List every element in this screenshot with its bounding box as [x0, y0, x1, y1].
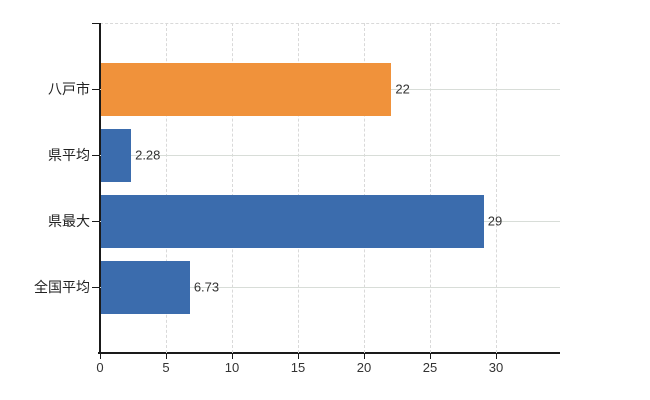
x-tick-label: 15 [290, 360, 306, 375]
bar-value-label: 29 [487, 213, 503, 229]
y-axis-tick [92, 221, 100, 222]
x-axis-tick [165, 354, 167, 359]
x-gridline [297, 23, 299, 353]
x-gridline [165, 23, 167, 353]
category-label: 全国平均 [34, 279, 90, 295]
bar-1 [101, 62, 392, 116]
x-tick-label: 10 [224, 360, 240, 375]
category-gridline [100, 286, 560, 288]
category-label: 県平均 [48, 147, 90, 163]
category-label: 八戸市 [48, 81, 90, 97]
x-gridline [231, 23, 233, 353]
plot-top-border [100, 23, 560, 24]
x-tick-label: 20 [356, 360, 372, 375]
x-axis-tick [231, 354, 233, 359]
x-axis-tick [429, 354, 431, 359]
bar-3 [101, 194, 484, 248]
bar-value-label: 2.28 [135, 147, 161, 163]
y-axis-tick [92, 287, 100, 288]
category-label: 県最大 [48, 213, 90, 229]
y-axis-top-tick [92, 23, 100, 24]
x-gridline [429, 23, 431, 353]
bar-value-label: 6.73 [193, 279, 220, 295]
category-gridline [100, 154, 560, 156]
bar-4 [101, 260, 190, 314]
x-tick-label: 5 [162, 360, 170, 375]
x-axis-tick [297, 354, 299, 359]
y-axis-tick [92, 89, 100, 90]
bar-value-label: 22 [395, 81, 410, 97]
y-axis-line [99, 23, 101, 353]
x-tick-label: 0 [96, 360, 104, 375]
y-axis-tick [92, 155, 100, 156]
x-tick-label: 30 [488, 360, 504, 375]
plot-area: 0 5 10 15 20 25 30 22 2.28 29 6.73 [92, 23, 560, 374]
x-axis-tick [495, 354, 497, 359]
x-axis-tick [363, 354, 365, 359]
x-tick-label: 25 [422, 360, 438, 375]
x-gridline [495, 23, 497, 353]
x-gridline [363, 23, 365, 353]
x-axis-line [98, 352, 560, 354]
bar-2 [101, 128, 132, 182]
x-axis-tick [100, 354, 101, 359]
